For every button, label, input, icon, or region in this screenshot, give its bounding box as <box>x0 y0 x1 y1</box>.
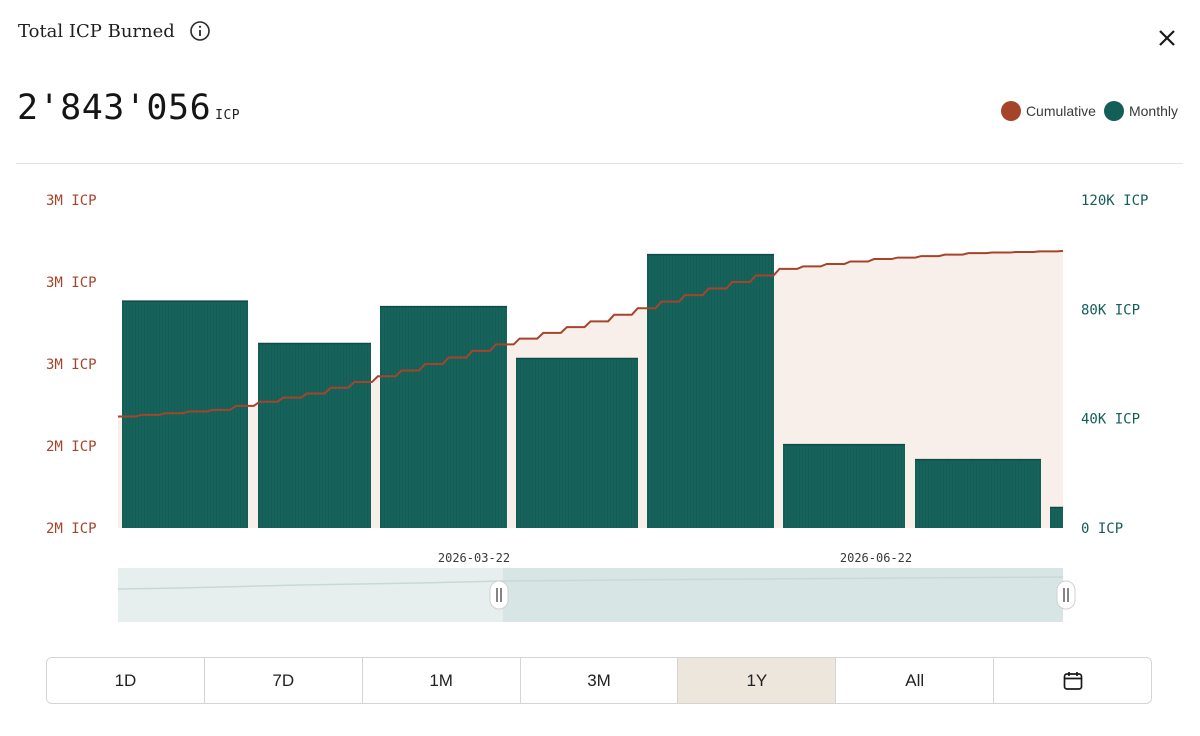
monthly-bars-layer <box>122 253 1063 529</box>
navigator-line <box>117 576 1064 590</box>
range-1d-button[interactable]: 1D <box>47 658 205 703</box>
total-amount: 2'843'056 <box>17 88 212 128</box>
right-axis: 120K ICP 80K ICP 40K ICP 0 ICP <box>1081 193 1148 537</box>
x-axis-tick-label: 2026-03-22 <box>438 551 510 565</box>
range-selector: 1D 7D 1M 3M 1Y All <box>46 657 1152 704</box>
left-axis-tick-label: 2M ICP <box>46 439 97 455</box>
legend-item-monthly[interactable]: Monthly <box>1103 101 1178 121</box>
burn-chart: 3M ICP 3M ICP 3M ICP 2M ICP 2M ICP 120K ICP 8… <box>46 193 1148 622</box>
monthly-bar[interactable] <box>258 343 371 529</box>
close-icon[interactable] <box>1153 24 1181 52</box>
right-axis-tick-label: 40K ICP <box>1081 412 1140 428</box>
header-divider <box>16 163 1183 164</box>
monthly-bar[interactable] <box>516 358 638 528</box>
chart-title-row: Total ICP Burned <box>18 20 211 42</box>
monthly-bar[interactable] <box>1050 507 1063 529</box>
right-axis-tick-label: 80K ICP <box>1081 302 1140 318</box>
chart-legend: Cumulative Monthly <box>993 101 1178 121</box>
legend-dot-cumulative <box>1000 101 1021 121</box>
left-axis: 3M ICP 3M ICP 3M ICP 2M ICP 2M ICP <box>46 193 97 537</box>
legend-label-monthly: Monthly <box>1128 103 1178 119</box>
range-1y-button[interactable]: 1Y <box>678 658 837 703</box>
page-title: Total ICP Burned <box>18 20 175 42</box>
legend-item-cumulative[interactable]: Cumulative <box>1000 101 1096 121</box>
total-unit: ICP <box>215 108 241 123</box>
range-custom-button[interactable] <box>994 658 1151 703</box>
right-axis-tick-label: 120K ICP <box>1081 193 1148 209</box>
info-icon[interactable] <box>189 20 211 42</box>
legend-dot-monthly <box>1103 101 1124 121</box>
calendar-icon <box>1063 671 1082 690</box>
range-7d-button[interactable]: 7D <box>204 658 363 703</box>
left-axis-tick-label: 3M ICP <box>46 275 97 291</box>
range-navigator[interactable] <box>117 568 1076 622</box>
left-axis-tick-label: 2M ICP <box>46 521 97 537</box>
x-axis: 2026-03-22 2026-06-22 <box>438 551 912 565</box>
navigator-handle[interactable] <box>1056 580 1076 610</box>
cumulative-line-layer <box>118 249 1064 418</box>
right-axis-tick-label: 0 ICP <box>1081 521 1123 537</box>
range-all-button[interactable]: All <box>836 658 995 703</box>
left-axis-tick-label: 3M ICP <box>46 357 97 373</box>
monthly-bar[interactable] <box>783 444 905 528</box>
navigator-handle[interactable] <box>489 580 509 610</box>
cumulative-line[interactable] <box>118 249 1064 418</box>
range-1m-button[interactable]: 1M <box>362 658 521 703</box>
navigator-selection <box>503 568 1063 622</box>
range-3m-button[interactable]: 3M <box>520 658 679 703</box>
x-axis-tick-label: 2026-06-22 <box>840 551 912 565</box>
legend-label-cumulative: Cumulative <box>1025 103 1096 119</box>
left-axis-tick-label: 3M ICP <box>46 193 97 209</box>
total-burned-value: 2'843'056 ICP <box>17 88 240 128</box>
